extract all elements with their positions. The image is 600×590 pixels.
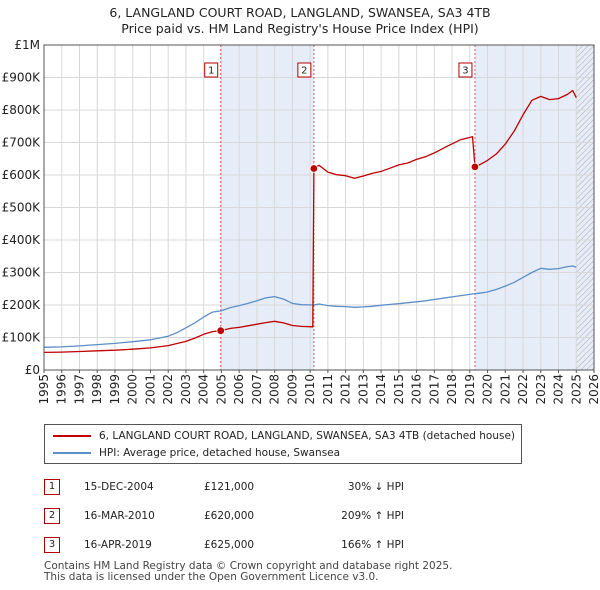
transaction-date: 16-APR-2019 [84,538,152,551]
x-tick-label: 2024 [552,374,566,405]
footer-copyright: Contains HM Land Registry data © Crown c… [44,560,453,572]
x-tick-label: 2015 [392,374,406,405]
legend-label-hpi: HPI: Average price, detached house, Swan… [99,447,341,459]
x-tick-label: 2026 [587,374,600,405]
table-row: 1 15-DEC-2004 £121,000 30% ↓ HPI [44,472,404,501]
x-tick-label: 2021 [498,374,512,405]
x-tick-label: 2007 [250,374,264,405]
sale-number-label: 3 [462,66,468,77]
table-row: 2 16-MAR-2010 £620,000 209% ↑ HPI [44,501,404,530]
property-price-line [43,89,577,354]
x-tick-label: 2006 [232,374,246,405]
transaction-date: 15-DEC-2004 [84,480,154,493]
x-tick-label: 2014 [374,374,388,405]
sale-point [309,164,319,173]
legend-swatch-hpi [53,452,91,454]
x-tick-label: 2023 [534,374,548,405]
x-tick-label: 2013 [356,374,370,405]
transaction-hpi-diff: 166% ↑ HPI [341,538,404,551]
x-tick-label: 1999 [108,374,122,405]
y-tick-label: £600K [2,168,42,182]
y-tick-label: £700K [2,136,42,150]
footer-licence: This data is licensed under the Open Gov… [44,571,379,583]
chart-subtitle: Price paid vs. HM Land Registry's House … [121,21,479,36]
chart-legend: 6, LANGLAND COURT ROAD, LANGLAND, SWANSE… [44,424,522,464]
hpi-line [43,265,577,348]
y-tick-label: £100K [2,331,42,345]
footer: Contains HM Land Registry data © Crown c… [44,561,452,583]
x-tick-label: 2010 [303,374,317,405]
x-tick-label: 2012 [339,374,353,405]
x-tick-label: 2020 [481,374,495,405]
x-tick-label: 1995 [37,374,51,405]
transaction-price: £625,000 [204,538,255,551]
y-tick-label: £200K [2,298,42,312]
transaction-price: £121,000 [204,480,255,493]
y-tick-label: £1M [14,38,40,52]
y-tick-label: £300K [2,266,42,280]
sale-number-label: 2 [301,66,307,77]
x-tick-label: 2016 [410,374,424,405]
legend-swatch-property [53,435,91,437]
y-tick-label: £800K [2,103,42,117]
x-tick-label: 2009 [285,374,299,405]
y-tick-label: £900K [2,71,42,85]
transactions-table: 1 15-DEC-2004 £121,000 30% ↓ HPI 2 16-MA… [44,472,404,559]
legend-label-property: 6, LANGLAND COURT ROAD, LANGLAND, SWANSE… [99,430,515,442]
x-tick-label: 1998 [90,374,104,405]
x-tick-label: 2022 [516,374,530,405]
sale-number-box [297,62,312,78]
x-tick-label: 2005 [214,374,228,405]
price-chart: 1 2 3 £0 £100K £200K £300K £400K £500K £600K £700… [2,38,600,405]
x-tick-label: 2025 [569,374,583,405]
chart-title: 6, LANGLAND COURT ROAD, LANGLAND, SWANSE… [109,5,491,20]
y-tick-label: £500K [2,201,42,215]
transaction-number: 1 [44,478,60,495]
x-tick-label: 1997 [72,374,86,405]
x-tick-label: 2001 [143,374,157,405]
plot-frame [43,44,595,371]
x-tick-label: 2008 [268,374,282,405]
x-tick-label: 2018 [445,374,459,405]
sale-number-label: 1 [208,66,214,77]
y-tick-label: £0 [25,363,40,377]
x-tick-label: 2019 [463,374,477,405]
x-tick-label: 2017 [427,374,441,405]
x-tick-label: 2011 [321,374,335,405]
transaction-number: 3 [44,536,60,553]
sale-point [470,162,480,172]
sale-point [216,326,225,335]
transaction-hpi-diff: 30% ↓ HPI [347,480,404,493]
sale-number-box [204,62,219,78]
table-row: 3 16-APR-2019 £625,000 166% ↑ HPI [44,530,404,559]
y-tick-label: £400K [2,233,42,247]
x-tick-label: 1996 [55,374,69,405]
transaction-number: 2 [44,507,60,524]
transaction-hpi-diff: 209% ↑ HPI [341,509,404,522]
x-tick-label: 2000 [126,374,140,405]
sale-number-box [458,62,473,78]
x-tick-label: 2004 [197,374,211,405]
x-tick-label: 2003 [179,374,193,405]
transaction-date: 16-MAR-2010 [84,509,155,522]
transaction-price: £620,000 [204,509,255,522]
x-tick-label: 2002 [161,374,175,405]
